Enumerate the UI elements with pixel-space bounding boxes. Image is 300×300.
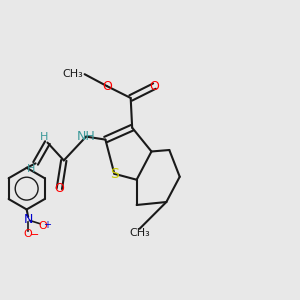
Text: −: − [29, 230, 39, 240]
Text: CH₃: CH₃ [129, 228, 150, 238]
Text: H: H [40, 132, 49, 142]
Text: S: S [110, 167, 119, 181]
Text: O: O [24, 229, 32, 239]
Text: NH: NH [77, 130, 95, 143]
Text: N: N [23, 213, 33, 226]
Text: O: O [39, 221, 47, 231]
Text: O: O [149, 80, 159, 93]
Text: +: + [43, 220, 51, 230]
Text: CH₃: CH₃ [62, 69, 83, 79]
Text: O: O [102, 80, 112, 93]
Text: O: O [54, 182, 64, 195]
Text: H: H [27, 164, 35, 174]
